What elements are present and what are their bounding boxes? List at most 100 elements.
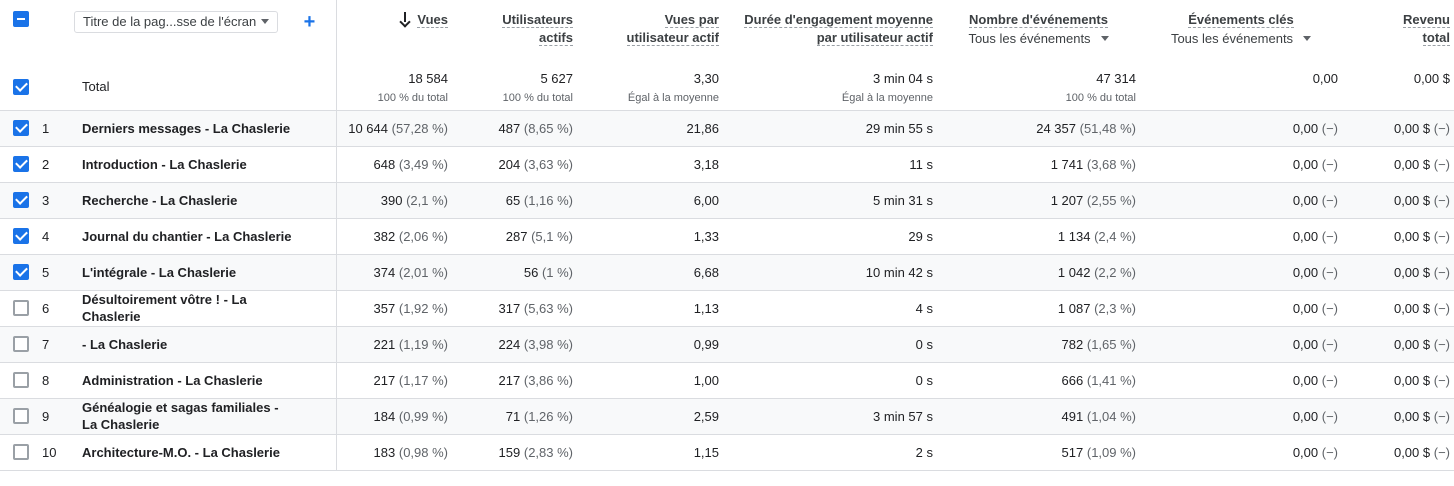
caret-down-icon <box>261 19 269 24</box>
row-number-cell: 2 <box>42 146 68 182</box>
table-row[interactable]: 2 Introduction - La Chaslerie 648 (3,49 %)… <box>0 146 1454 182</box>
row-checkbox[interactable] <box>13 408 29 425</box>
table-row[interactable]: 4 Journal du chantier - La Chaslerie 382 (… <box>0 218 1454 254</box>
row-users-value: 65 <box>505 192 521 208</box>
row-checkbox[interactable] <box>13 264 29 281</box>
total-key-events: 0,00 <box>1140 64 1342 110</box>
row-duration-value: 11 s <box>909 156 933 172</box>
table-row[interactable]: 1 Derniers messages - La Chaslerie 10 644 … <box>0 110 1454 146</box>
row-vpu-value: 1,33 <box>693 228 719 244</box>
row-views-value: 217 <box>373 372 396 388</box>
col-revenue-line1: Revenu <box>1403 12 1450 28</box>
row-views-value: 183 <box>373 444 396 460</box>
select-all-checkbox[interactable] <box>13 11 29 28</box>
row-vpu: 6,68 <box>577 254 723 290</box>
row-events-pct: (1,41 %) <box>1086 372 1136 388</box>
add-dimension-button[interactable]: + <box>303 11 316 33</box>
row-events: 1 134 (2,4 %) <box>937 218 1140 254</box>
caret-down-icon <box>1303 36 1312 41</box>
row-key-events: 0,00 (−) <box>1140 290 1342 326</box>
row-users: 317 (5,63 %) <box>452 290 577 326</box>
row-checkbox[interactable] <box>13 192 29 209</box>
row-checkbox[interactable] <box>13 444 29 461</box>
total-checkbox[interactable] <box>13 79 29 96</box>
row-events-value: 666 <box>1061 372 1084 388</box>
row-views-pct: (0,98 %) <box>398 444 448 460</box>
row-revenue: 0,00 $ (−) <box>1342 182 1454 218</box>
row-users-pct: (5,63 %) <box>523 300 573 316</box>
row-users: 204 (3,63 %) <box>452 146 577 182</box>
col-header-views[interactable]: Vues <box>336 0 452 64</box>
row-users: 71 (1,26 %) <box>452 398 577 434</box>
col-users-line1: Utilisateurs <box>502 12 573 28</box>
row-vpu-value: 1,00 <box>693 372 719 388</box>
col-header-duration[interactable]: Durée d'engagement moyenne par utilisate… <box>723 0 937 64</box>
row-views-pct: (2,1 %) <box>406 192 448 208</box>
row-users: 224 (3,98 %) <box>452 326 577 362</box>
row-duration: 3 min 57 s <box>723 398 937 434</box>
col-events-label: Nombre d'événements <box>969 12 1108 28</box>
row-events: 782 (1,65 %) <box>937 326 1140 362</box>
row-title: Architecture-M.O. - La Chaslerie <box>82 444 280 460</box>
row-number-cell: 9 <box>42 398 68 434</box>
table-row[interactable]: 7- La Chaslerie 221 (1,19 %) 224 (3,98 %) 0… <box>0 326 1454 362</box>
row-key-events-pct: (−) <box>1321 408 1338 424</box>
total-vpu-pct: Égal à la moyenne <box>627 92 719 104</box>
col-header-key-events[interactable]: Événements clés Tous les événements <box>1140 0 1342 64</box>
row-users-pct: (3,63 %) <box>523 156 573 172</box>
total-duration-value: 3 min 04 s <box>873 71 933 86</box>
table-row[interactable]: 8 Administration - La Chaslerie 217 (1,17 … <box>0 362 1454 398</box>
row-users: 159 (2,83 %) <box>452 434 577 470</box>
row-title-cell: Derniers messages - La Chaslerie <box>68 110 337 146</box>
row-events-pct: (1,65 %) <box>1086 336 1136 352</box>
header-checkbox-cell <box>0 0 42 64</box>
row-events-pct: (51,48 %) <box>1079 120 1136 136</box>
row-checkbox[interactable] <box>13 120 29 137</box>
row-checkbox[interactable] <box>13 228 29 245</box>
row-revenue: 0,00 $ (−) <box>1342 254 1454 290</box>
row-checkbox[interactable] <box>13 300 29 317</box>
row-number: 10 <box>42 444 57 460</box>
col-header-users[interactable]: Utilisateurs actifs <box>452 0 577 64</box>
row-checkbox-cell <box>0 398 42 434</box>
row-users-pct: (5,1 %) <box>531 228 573 244</box>
row-events-value: 517 <box>1061 444 1084 460</box>
arrow-down-icon <box>399 12 411 26</box>
row-checkbox[interactable] <box>13 372 29 389</box>
row-title-cell: Administration - La Chaslerie <box>68 362 337 398</box>
row-revenue: 0,00 $ (−) <box>1342 146 1454 182</box>
table-row[interactable]: 9 Généalogie et sagas familiales - La Cha… <box>0 398 1454 434</box>
table-row[interactable]: 6 Désultoirement vôtre ! - La Chaslerie 35… <box>0 290 1454 326</box>
table-row[interactable]: 10 Architecture-M.O. - La Chaslerie 183 (0… <box>0 434 1454 470</box>
row-events-value: 782 <box>1061 336 1084 352</box>
dimension-select[interactable]: Titre de la pag...sse de l'écran <box>74 10 278 33</box>
row-key-events: 0,00 (−) <box>1140 182 1342 218</box>
row-key-events-pct: (−) <box>1321 264 1338 280</box>
row-duration: 29 s <box>723 218 937 254</box>
row-views: 382 (2,06 %) <box>336 218 452 254</box>
row-duration-value: 5 min 31 s <box>873 192 933 208</box>
row-vpu-value: 1,15 <box>693 444 719 460</box>
col-header-vpu[interactable]: Vues par utilisateur actif <box>577 0 723 64</box>
col-header-events[interactable]: Nombre d'événements Tous les événements <box>937 0 1140 64</box>
col-header-revenue[interactable]: Revenu total <box>1342 0 1454 64</box>
total-views-value: 18 584 <box>408 71 448 86</box>
table-row[interactable]: 3 Recherche - La Chaslerie 390 (2,1 %) 65 (… <box>0 182 1454 218</box>
row-events: 24 357 (51,48 %) <box>937 110 1140 146</box>
total-events-pct: 100 % du total <box>1065 92 1136 104</box>
row-vpu-value: 6,68 <box>693 264 719 280</box>
row-vpu: 1,00 <box>577 362 723 398</box>
row-number-cell: 10 <box>42 434 68 470</box>
row-views: 10 644 (57,28 %) <box>336 110 452 146</box>
row-vpu: 0,99 <box>577 326 723 362</box>
row-checkbox[interactable] <box>13 156 29 173</box>
row-checkbox[interactable] <box>13 336 29 353</box>
row-title: Recherche - La Chaslerie <box>82 192 238 208</box>
col-duration-line1: Durée d'engagement moyenne <box>744 12 933 28</box>
key-events-filter-dropdown[interactable]: Tous les événements <box>1171 31 1312 46</box>
dimension-select-label: Titre de la pag...sse de l'écran <box>83 14 257 29</box>
row-key-events: 0,00 (−) <box>1140 434 1342 470</box>
row-events-pct: (1,09 %) <box>1086 444 1136 460</box>
table-row[interactable]: 5 L'intégrale - La Chaslerie 374 (2,01 %) 5… <box>0 254 1454 290</box>
events-filter-dropdown[interactable]: Tous les événements <box>968 31 1109 46</box>
